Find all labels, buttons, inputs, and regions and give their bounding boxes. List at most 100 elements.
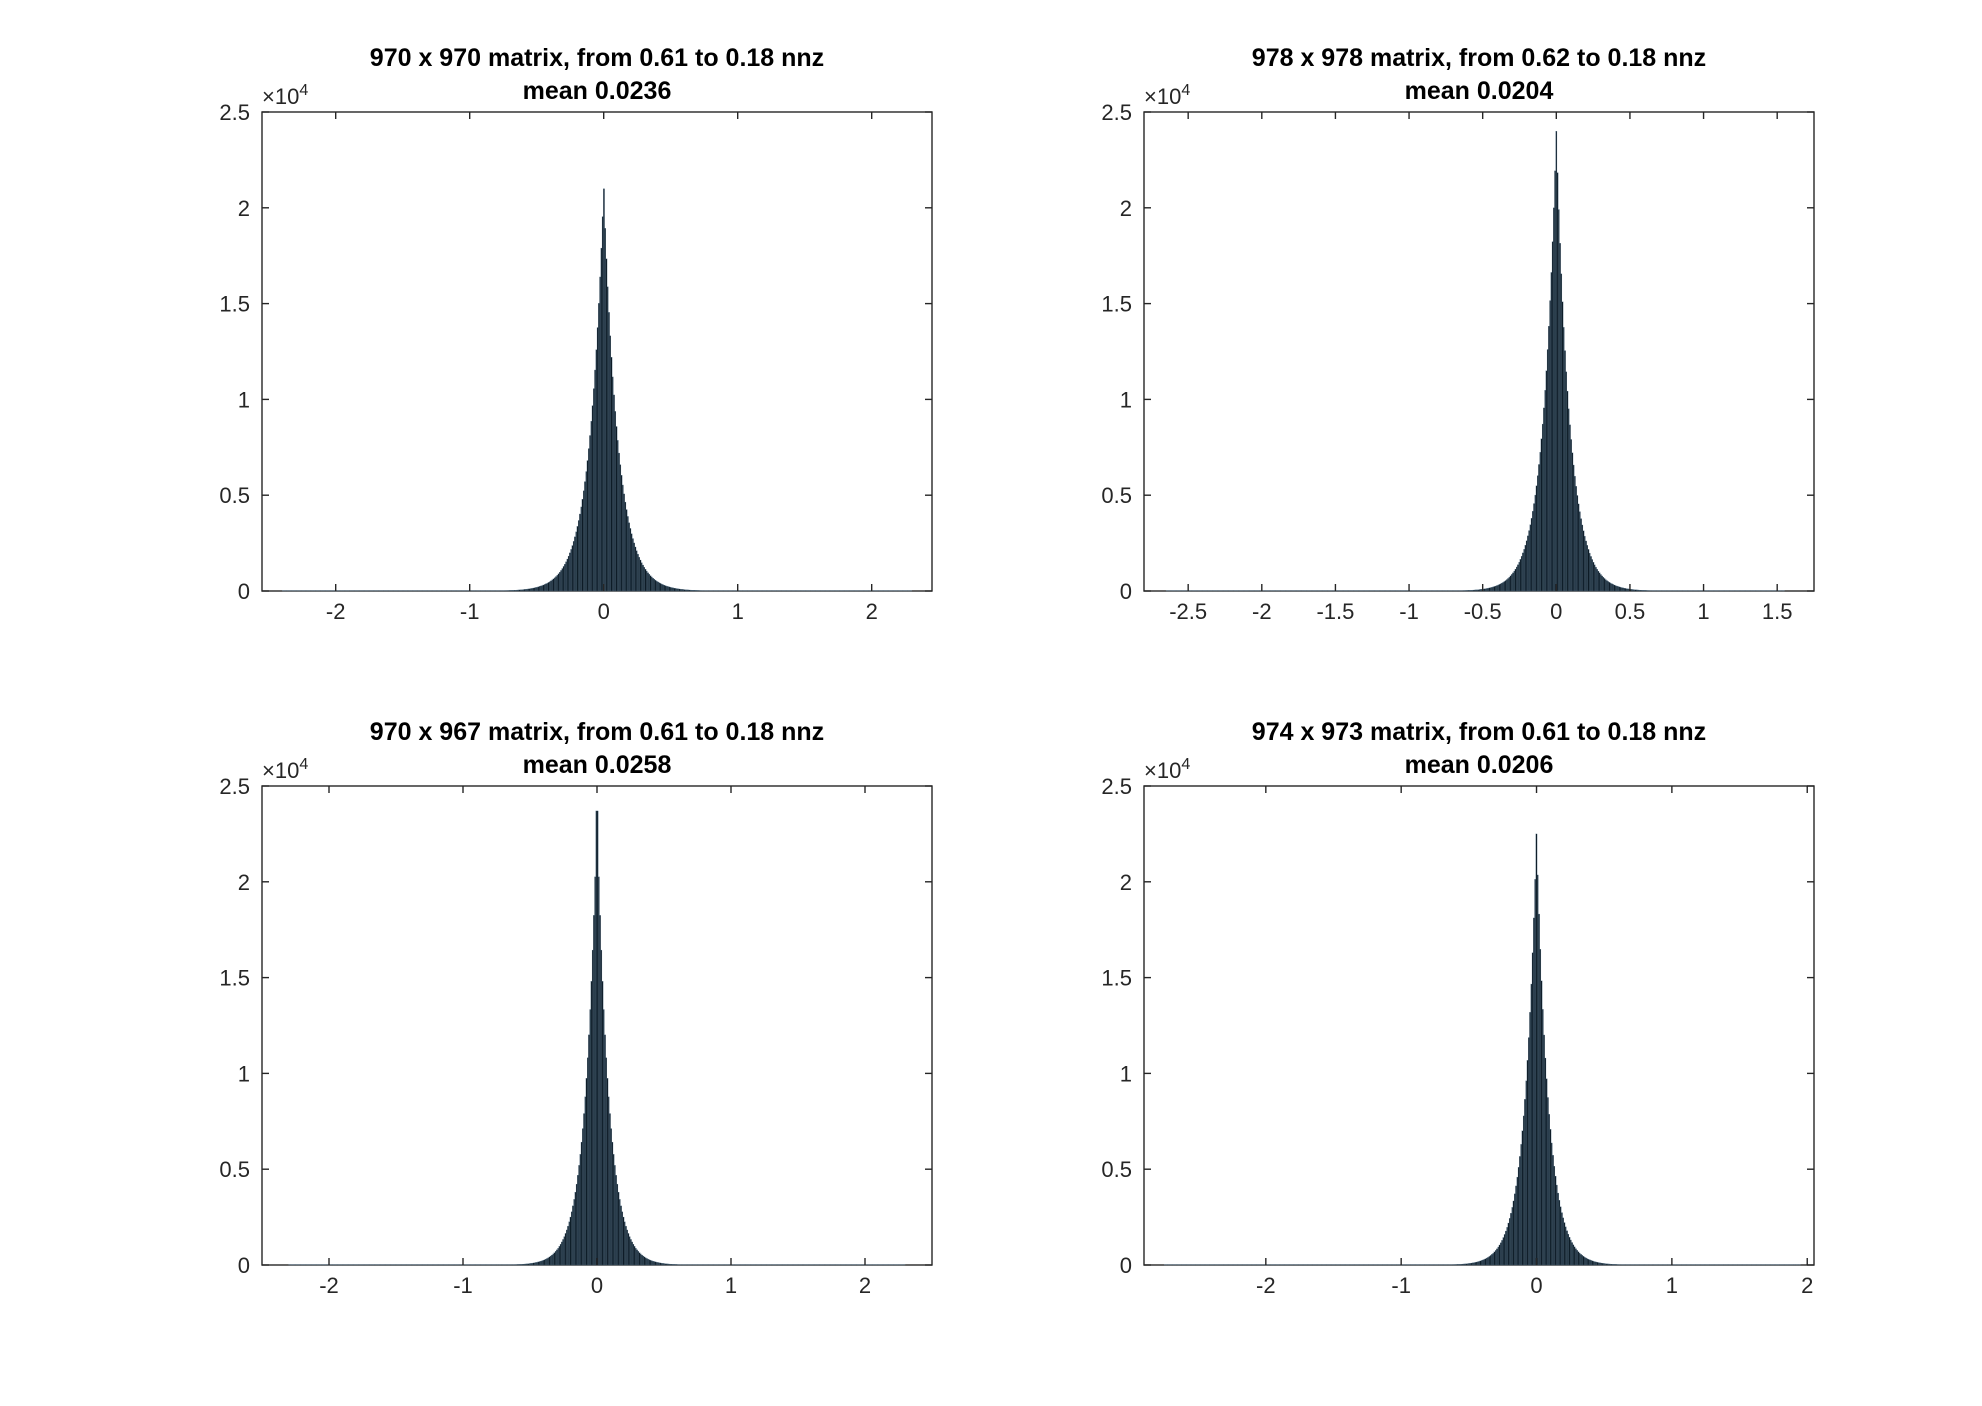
y-tick-label: 2.5 [1101, 774, 1132, 799]
histogram-bar [1582, 530, 1585, 592]
histogram-bar [1530, 983, 1533, 1266]
y-tick-label: 0 [1120, 1253, 1132, 1278]
histogram-bar [589, 435, 591, 592]
histogram-bar [1455, 1264, 1458, 1266]
histogram-bar [1557, 1192, 1559, 1266]
histogram-bar [1618, 586, 1621, 592]
histogram-bar [1512, 572, 1514, 592]
histogram-bar [633, 542, 635, 592]
histogram-bar [528, 588, 531, 592]
histogram-bar [663, 585, 666, 592]
histogram-bar [583, 490, 585, 592]
histogram-bar [526, 1263, 529, 1266]
histogram-bar [557, 573, 560, 592]
histogram-bar [1543, 407, 1545, 592]
histogram-bar [508, 590, 511, 592]
histogram-bar [1600, 574, 1602, 592]
histogram-bar [535, 1262, 537, 1266]
histogram-bar [683, 589, 686, 592]
x-tick-label: -1 [453, 1273, 473, 1298]
histogram-bar [519, 1264, 521, 1266]
histogram-bar [555, 576, 557, 592]
histogram-bar [517, 1264, 520, 1266]
histogram-bar [1520, 556, 1523, 592]
histogram-bar [530, 1263, 532, 1266]
histogram-bar [1519, 559, 1522, 592]
histogram-bar [1619, 587, 1622, 592]
subplot-3: 970 x 967 matrix, from 0.61 to 0.18 nnz … [219, 718, 933, 1298]
histogram-bar [670, 1264, 673, 1266]
histogram-bar [656, 1262, 658, 1266]
histogram-bar [688, 589, 691, 592]
x-tick-label: 0 [1530, 1273, 1542, 1298]
histogram-bar [596, 327, 599, 592]
histogram-bar [628, 522, 630, 592]
histogram-bar [1622, 587, 1624, 592]
histogram-bar [1592, 1261, 1595, 1266]
histogram-bar [559, 1244, 562, 1266]
histogram-bar [633, 1246, 636, 1266]
histogram-bar [1484, 1258, 1487, 1266]
histogram-bar [609, 335, 611, 592]
histogram-bar [1478, 1261, 1480, 1266]
x-tick-label: -1.5 [1316, 599, 1354, 624]
x-tick-label: 0.5 [1615, 599, 1646, 624]
histogram-bar [658, 1262, 660, 1266]
histogram-bar [1575, 486, 1577, 592]
histogram-bar [563, 1236, 566, 1266]
histogram-bar [1634, 589, 1637, 592]
histogram-bar [1615, 1264, 1618, 1266]
histogram-bar [1585, 1257, 1587, 1266]
histogram-bar [537, 1261, 540, 1266]
histogram-bar [617, 440, 619, 592]
histogram-bar [522, 589, 525, 592]
y-tick-label: 1 [1120, 1061, 1132, 1086]
histogram-bar [1454, 1264, 1456, 1266]
histogram-bar [1608, 1263, 1610, 1266]
histogram-bar [619, 464, 622, 592]
histogram-bar [1570, 1239, 1572, 1266]
x-tick-label: -2 [1252, 599, 1272, 624]
histogram-bar [584, 481, 586, 592]
histogram-bar [1584, 535, 1586, 592]
histogram-bar [662, 1263, 664, 1266]
histogram-bar [1488, 1256, 1491, 1266]
histogram-bar [578, 1165, 580, 1266]
histogram-bar [550, 580, 552, 592]
histogram-bar [556, 575, 559, 592]
histogram-bar [1514, 1193, 1516, 1266]
x-tick-label: -2.5 [1169, 599, 1207, 624]
histogram-bar [623, 1221, 626, 1266]
histogram-bar [1544, 1057, 1547, 1266]
y-tick-label: 2 [238, 870, 250, 895]
histogram-bar [1506, 1227, 1508, 1266]
histogram-bar [1510, 1213, 1512, 1266]
histogram-bar [647, 1258, 649, 1266]
histogram-bar [1554, 170, 1556, 592]
y-tick-label: 0.5 [219, 1157, 250, 1182]
histogram-bar [1556, 172, 1559, 592]
histogram-bar [1490, 587, 1492, 592]
histogram-bar [526, 588, 528, 592]
histogram-bar [685, 589, 687, 592]
histogram-bar [559, 571, 561, 592]
histogram-bar [606, 286, 609, 592]
histogram-bar [542, 584, 545, 592]
histogram-bar [1521, 1130, 1524, 1266]
histogram-bar [577, 520, 580, 592]
histogram-bar [581, 499, 584, 592]
x-tick-label: 1 [725, 1273, 737, 1298]
histogram-bar [1570, 439, 1572, 592]
histogram-bar [644, 1257, 647, 1266]
y-exponent-label: ×104 [1144, 82, 1190, 109]
y-tick-label: 1 [238, 387, 250, 412]
histogram-bar [1581, 1255, 1584, 1266]
histogram-bar [1638, 589, 1640, 592]
histogram-bar [1467, 590, 1470, 592]
histogram-bar [572, 541, 575, 592]
histogram-bar [511, 590, 513, 592]
x-tick-label: 1 [732, 599, 744, 624]
histogram-bar [1595, 566, 1597, 592]
histogram-bar [1601, 575, 1603, 592]
histogram-bar [627, 1233, 630, 1266]
